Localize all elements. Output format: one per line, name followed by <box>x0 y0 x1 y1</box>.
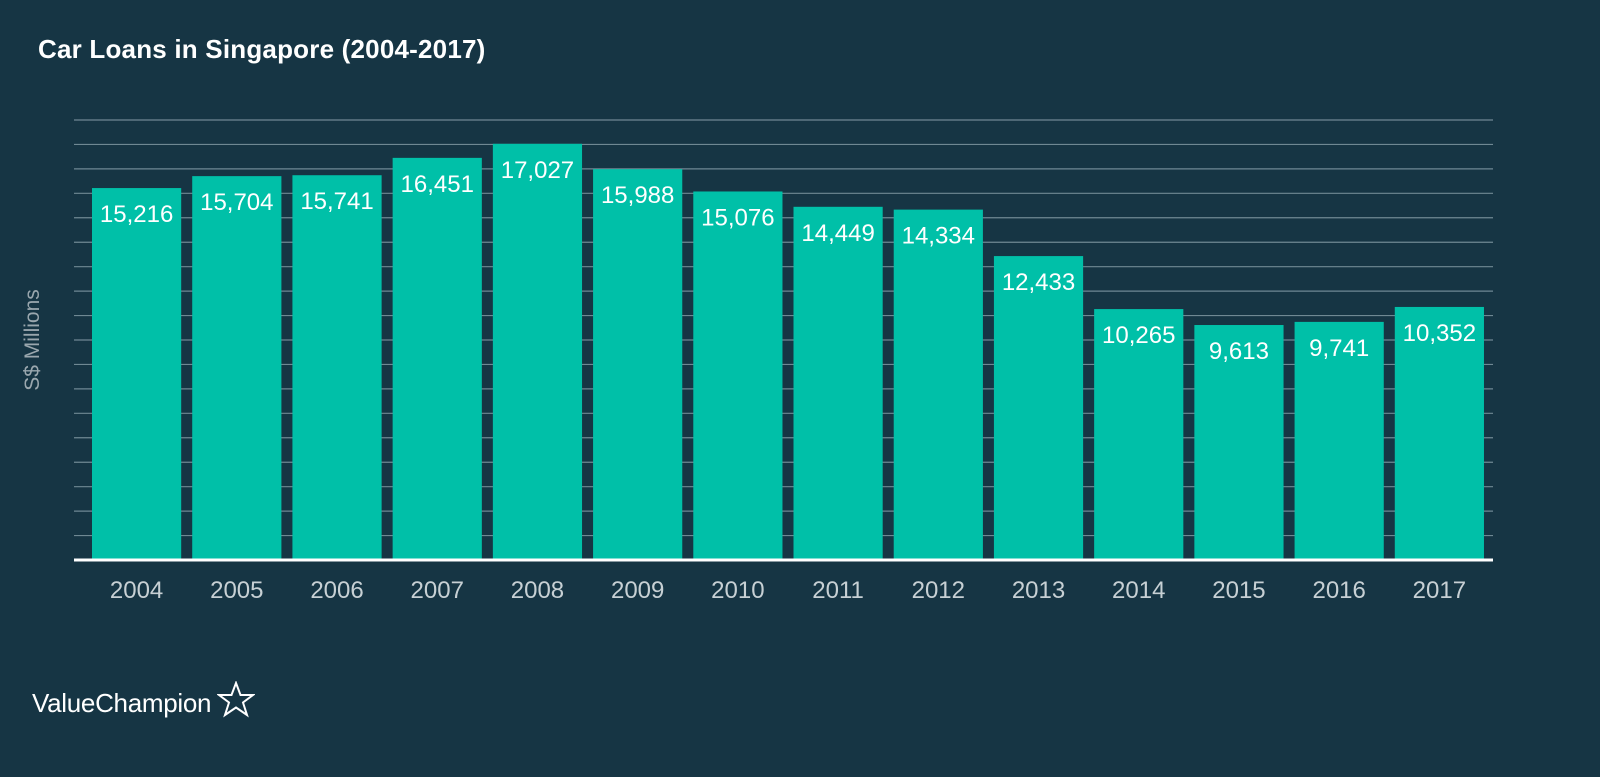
x-tick-label: 2008 <box>511 577 564 604</box>
data-label: 17,027 <box>501 157 574 184</box>
data-label: 14,334 <box>902 223 975 250</box>
bar <box>392 157 482 560</box>
bar <box>1394 306 1484 560</box>
x-tick-label: 2005 <box>210 577 263 604</box>
x-tick-label: 2015 <box>1212 577 1265 604</box>
bar <box>693 191 783 560</box>
data-label: 10,265 <box>1102 322 1175 349</box>
bar <box>793 206 883 560</box>
bar <box>292 175 382 560</box>
data-label: 15,076 <box>701 204 774 231</box>
x-tick-label: 2013 <box>1012 577 1065 604</box>
x-tick-label: 2004 <box>110 577 163 604</box>
x-tick-label: 2011 <box>812 577 864 604</box>
data-label: 9,741 <box>1309 335 1369 362</box>
bar <box>492 143 583 561</box>
x-tick-label: 2009 <box>611 577 664 604</box>
brand-name: ValueChampion <box>32 688 212 718</box>
chart-title: Car Loans in Singapore (2004-2017) <box>38 34 486 64</box>
x-tick-label: 2007 <box>411 577 464 604</box>
data-label: 15,988 <box>601 182 674 209</box>
x-tick-label: 2010 <box>711 577 764 604</box>
data-label: 15,216 <box>100 201 173 228</box>
bar <box>1094 309 1184 560</box>
bar <box>593 169 683 560</box>
data-label: 10,352 <box>1403 320 1476 347</box>
bar <box>192 176 282 560</box>
data-label: 9,613 <box>1209 338 1269 365</box>
x-tick-label: 2012 <box>912 577 965 604</box>
star-outline-icon <box>217 680 256 717</box>
bar <box>1294 321 1384 560</box>
data-label: 15,741 <box>300 188 373 215</box>
x-tick-label: 2016 <box>1312 577 1365 604</box>
data-label: 14,449 <box>801 220 874 247</box>
data-label: 16,451 <box>401 171 474 198</box>
bar <box>993 256 1084 560</box>
data-label: 15,704 <box>200 189 273 216</box>
brand-logo: ValueChampion <box>32 680 256 719</box>
bar <box>92 188 182 560</box>
bar <box>893 209 983 560</box>
x-tick-label: 2006 <box>310 577 363 604</box>
bar <box>1194 325 1284 560</box>
x-tick-label: 2014 <box>1112 577 1165 604</box>
x-tick-label: 2017 <box>1413 577 1466 604</box>
data-label: 12,433 <box>1002 269 1075 296</box>
